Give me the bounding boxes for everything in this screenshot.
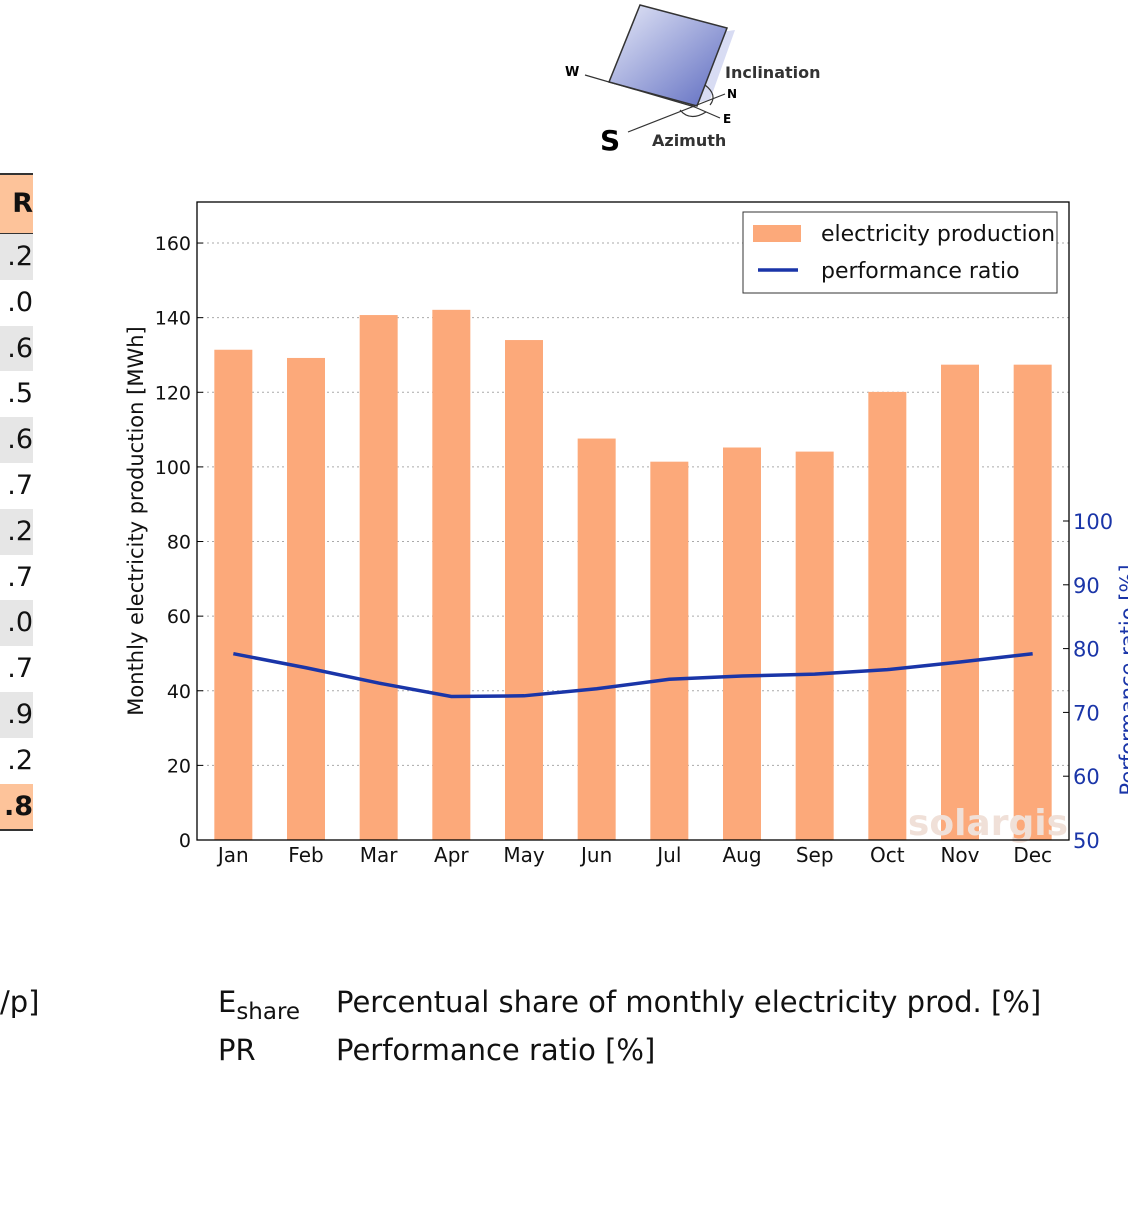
x-tick-label: Jan <box>216 843 249 867</box>
x-tick-label: Jun <box>579 843 612 867</box>
label-n: N <box>727 87 737 101</box>
label-s: S <box>600 124 620 157</box>
table-cell-pr: .0 <box>7 286 33 318</box>
y-tick-label: 20 <box>167 755 191 777</box>
table-cell-pr: .6 <box>0 325 33 372</box>
x-tick-label: Oct <box>870 843 905 867</box>
table-header-pr: R <box>0 175 33 234</box>
y-tick-label: 80 <box>167 532 191 554</box>
x-tick-label: Aug <box>722 843 761 867</box>
table-cell-pr: .2 <box>7 744 33 776</box>
production-chart: 0 20 40 60 80 100 120 140 160 50 60 70 80 90 100 Jan Feb… <box>124 201 1128 867</box>
bar <box>795 451 834 840</box>
x-tick-label: Jul <box>655 843 681 867</box>
bar <box>941 364 979 840</box>
bar <box>650 461 689 840</box>
y-tick-label: 0 <box>179 830 191 852</box>
y-tick-label: 160 <box>155 233 191 255</box>
x-tick-label: Nov <box>940 843 979 867</box>
label-azimuth: Azimuth <box>652 131 726 150</box>
y-tick-label: 100 <box>155 457 191 479</box>
bar <box>868 391 907 840</box>
y-axis-label: Monthly electricity production [MWh] <box>124 326 148 715</box>
y-tick-label: 60 <box>167 606 191 628</box>
legend-label: electricity production <box>821 222 1055 247</box>
y-right-tick-label: 90 <box>1073 574 1100 598</box>
table-cell-pr: .2 <box>0 234 33 280</box>
left-partial-text: /p] <box>0 985 40 1019</box>
x-tick-label: Apr <box>434 843 469 867</box>
bar <box>214 349 253 840</box>
label-w: W <box>565 65 579 80</box>
table-cell-pr: .0 <box>0 600 33 647</box>
table-cell-pr: .2 <box>0 508 33 555</box>
bar <box>359 315 398 840</box>
y-right-tick-label: 80 <box>1073 638 1100 662</box>
table-cell-pr: .7 <box>7 469 33 501</box>
orientation-diagram: W Inclination N E S Azimuth <box>560 0 830 160</box>
bar <box>1013 364 1052 840</box>
legend-text-eshare: Percentual share of monthly electricity … <box>336 985 1042 1019</box>
table-cell-pr-total: .8 <box>0 783 33 830</box>
y-right-tick-label: 60 <box>1073 765 1100 789</box>
legend-subscript: share <box>236 998 301 1025</box>
plot-frame <box>196 201 1070 841</box>
table-cell-pr: .7 <box>7 653 33 685</box>
table-cell-pr: .7 <box>7 561 33 593</box>
y-right-tick-label: 70 <box>1073 701 1100 725</box>
bar <box>432 309 471 840</box>
y-tick-label: 120 <box>155 382 191 404</box>
label-e: E <box>723 112 731 126</box>
table-cell-pr: .9 <box>0 691 33 738</box>
x-tick-label: Sep <box>796 843 834 867</box>
pr-line <box>233 651 1033 699</box>
bar <box>723 447 761 840</box>
y-right-axis-label: Performance ratio [%] <box>1116 564 1128 795</box>
label-inclination: Inclination <box>725 63 821 82</box>
legend-label: performance ratio <box>821 259 1020 284</box>
table-cell-pr: .5 <box>7 378 33 410</box>
x-tick-label: May <box>503 843 545 867</box>
legend-swatch-bar <box>753 225 801 242</box>
y-right-tick-label: 100 <box>1073 510 1113 534</box>
legend-symbol-eshare: Eshare <box>218 985 300 1025</box>
bar <box>505 340 543 840</box>
bar <box>287 357 325 840</box>
y-right-tick-label: 50 <box>1073 829 1100 853</box>
x-tick-label: Feb <box>288 843 323 867</box>
watermark: solargis <box>908 803 1068 844</box>
y-tick-label: 40 <box>167 681 191 703</box>
bar <box>577 438 616 840</box>
legend-symbol: E <box>218 985 237 1019</box>
x-tick-label: Mar <box>360 843 399 867</box>
pr-table-column: R .2 .0 .6 .5 .6 .7 .2 .7 .0 .7 .9 .2 .8 <box>0 173 33 832</box>
legend-text-pr: Performance ratio [%] <box>336 1033 656 1067</box>
y-tick-label: 140 <box>155 308 191 330</box>
x-tick-label: Dec <box>1013 843 1052 867</box>
legend-symbol-pr: PR <box>218 1033 256 1067</box>
table-cell-pr: .6 <box>0 417 33 463</box>
legend: electricity production performance ratio <box>742 211 1058 294</box>
